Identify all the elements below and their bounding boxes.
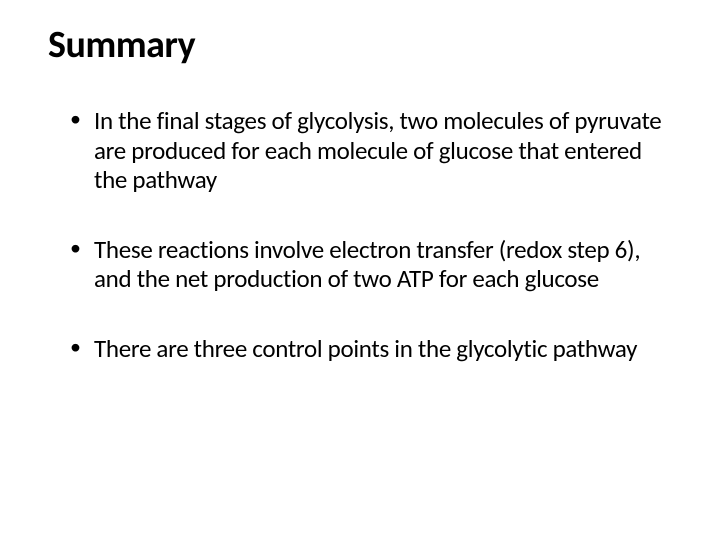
list-item: These reactions involve electron transfe…: [70, 235, 672, 294]
list-item: In the final stages of glycolysis, two m…: [70, 106, 672, 195]
list-item: There are three control points in the gl…: [70, 334, 672, 364]
bullet-list: In the final stages of glycolysis, two m…: [48, 106, 672, 363]
slide-title: Summary: [48, 22, 672, 68]
slide-container: Summary In the final stages of glycolysi…: [0, 0, 720, 540]
